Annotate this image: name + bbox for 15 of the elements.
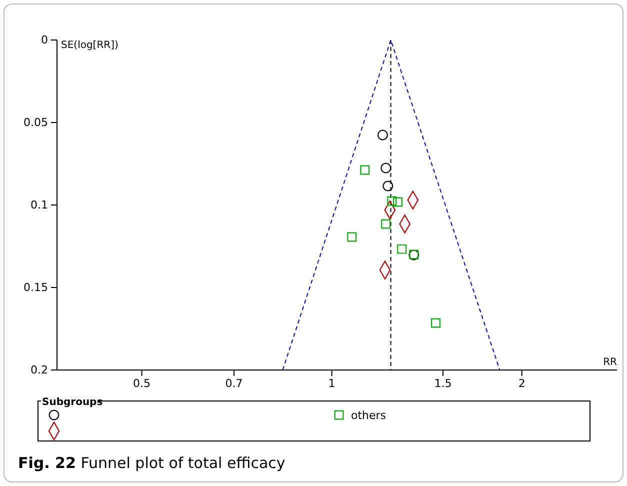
y-axis-title: SE(log[RR]) [61, 40, 119, 51]
x-tick-label: 2 [518, 376, 526, 390]
y-tick-label: 0.1 [30, 198, 48, 212]
x-tick-label: 1.5 [434, 376, 452, 390]
text: Fig. 22 Funnel plot of total efficacy [18, 454, 286, 472]
x-tick-label: 0.7 [225, 376, 243, 390]
y-tick-label: 0 [41, 34, 48, 47]
y-tick-label: 0.2 [30, 364, 48, 377]
x-axis-title: RR [603, 357, 618, 368]
y-tick-label: 0.15 [24, 281, 48, 294]
legend-label: others [351, 409, 386, 422]
x-tick-label: 0.5 [133, 376, 151, 390]
y-tick-label: 0.05 [24, 116, 48, 130]
x-tick-label: 1 [328, 376, 336, 390]
legend-title: Subgroups [42, 397, 103, 408]
